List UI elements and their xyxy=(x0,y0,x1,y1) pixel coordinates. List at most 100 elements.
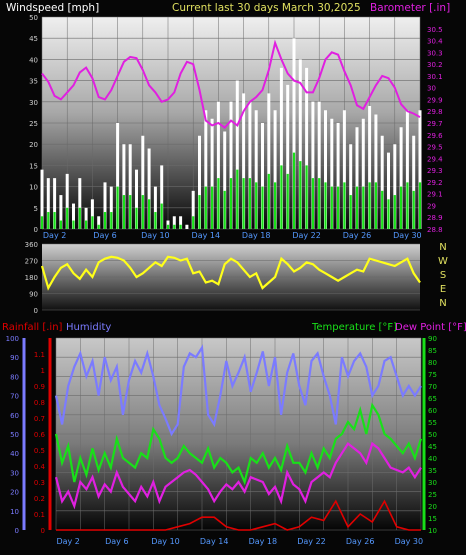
rainfall-line xyxy=(56,499,421,531)
humidity-tick-label: 50 xyxy=(10,431,19,439)
x-tick-label: Day 30 xyxy=(393,231,422,240)
windspeed-tick-label: 20 xyxy=(29,141,38,149)
x-tick-label: Day 10 xyxy=(151,537,180,546)
windspeed-tick-label: 25 xyxy=(29,120,38,128)
humidity-tick-label: 30 xyxy=(10,469,19,477)
barometer-tick-label: 28.9 xyxy=(427,214,443,222)
temperature-tick-label: 40 xyxy=(428,455,437,463)
humidity-line xyxy=(54,344,422,437)
panel-climate-x-ticks: Day 2 Day 6 Day 10 Day 14 Day 18 Day 22 Day 26… xyxy=(56,537,423,546)
windspeed-tick-label: 45 xyxy=(29,35,38,43)
panel-direction-grid xyxy=(42,243,420,311)
rainfall-tick-label: 0.9 xyxy=(34,383,45,391)
barometer-tick-label: 30 xyxy=(427,85,436,93)
windspeed-tick-label: 40 xyxy=(29,56,38,64)
windspeed-tick-label: 10 xyxy=(29,184,38,192)
direction-tick-label: 360 xyxy=(25,241,38,249)
temperature-tick-label: 70 xyxy=(428,383,437,391)
barometer-tick-label: 29 xyxy=(427,202,436,210)
panel-wind-x-ticks: Day 2 Day 6 Day 10 Day 14 Day 18 Day 22 Day 26… xyxy=(43,231,422,240)
barometer-line xyxy=(41,39,421,130)
compass-label: N xyxy=(439,298,446,309)
temperature-tick-label: 35 xyxy=(428,467,437,475)
humidity-tick-label: 10 xyxy=(10,508,19,516)
windspeed-tick-label: 35 xyxy=(29,78,38,86)
barometer-label: Barometer [.in] xyxy=(370,2,450,14)
barometer-tick-label: 29.1 xyxy=(427,191,443,199)
temperature-line xyxy=(54,402,423,486)
windspeed-axis-ticks: 0 5 10 15 20 25 30 35 40 45 50 xyxy=(29,14,38,234)
direction-tick-label: 270 xyxy=(25,258,38,266)
dewpoint-line xyxy=(54,441,422,510)
rainfall-tick-label: 0.8 xyxy=(34,399,45,407)
barometer-tick-label: 30.4 xyxy=(427,38,443,46)
rainfall-tick-label: 1 xyxy=(41,367,45,375)
temperature-tick-label: 45 xyxy=(428,443,437,451)
humidity-label: Humidity xyxy=(66,322,111,333)
temperature-tick-label: 20 xyxy=(428,503,437,511)
x-tick-label: Day 6 xyxy=(93,231,116,240)
temperature-tick-label: 75 xyxy=(428,371,437,379)
windspeed-tick-label: 0 xyxy=(34,226,38,234)
compass-label: W xyxy=(438,256,448,267)
humidity-tick-label: 20 xyxy=(10,489,19,497)
barometer-tick-label: 30.3 xyxy=(427,49,443,57)
x-tick-label: Day 14 xyxy=(192,231,221,240)
barometer-tick-label: 30.2 xyxy=(427,61,443,69)
direction-tick-label: 180 xyxy=(25,274,38,282)
humidity-tick-label: 80 xyxy=(10,373,19,381)
humidity-tick-label: 70 xyxy=(10,393,19,401)
rainfall-tick-label: 0.7 xyxy=(34,415,45,423)
direction-axis-ticks: 0 90 180 270 360 xyxy=(25,241,38,315)
panel-wind-series xyxy=(40,38,422,229)
compass-label: N xyxy=(439,242,446,253)
compass-label: S xyxy=(440,270,446,281)
temperature-tick-label: 10 xyxy=(428,527,437,535)
rainfall-tick-label: 0 xyxy=(41,527,45,535)
barometer-tick-label: 30.5 xyxy=(427,26,443,34)
humidity-tick-label: 0 xyxy=(15,527,19,535)
windspeed-tick-label: 30 xyxy=(29,99,38,107)
windspeed-tick-label: 15 xyxy=(29,162,38,170)
direction-tick-label: 90 xyxy=(29,291,38,299)
barometer-tick-label: 29.5 xyxy=(427,144,443,152)
windspeed-label: Windspeed [mph] xyxy=(6,2,99,14)
rainfall-tick-label: 0.1 xyxy=(34,511,45,519)
temperature-tick-label: 90 xyxy=(428,335,437,343)
temperature-tick-label: 60 xyxy=(428,407,437,415)
x-tick-label: Day 10 xyxy=(141,231,170,240)
chart-title: Current last 30 days March 30,2025 xyxy=(172,2,361,14)
barometer-tick-label: 29.8 xyxy=(427,108,443,116)
x-tick-label: Day 22 xyxy=(292,231,321,240)
x-tick-label: Day 26 xyxy=(346,537,375,546)
humidity-tick-label: 90 xyxy=(10,354,19,362)
barometer-tick-label: 29.6 xyxy=(427,132,443,140)
barometer-tick-label: 29.7 xyxy=(427,120,443,128)
barometer-tick-label: 28.8 xyxy=(427,226,443,234)
temperature-tick-label: 65 xyxy=(428,395,437,403)
temperature-tick-label: 85 xyxy=(428,347,437,355)
dewpoint-label: Dew Point [°F] xyxy=(395,322,466,333)
rainfall-label: Rainfall [.in] xyxy=(2,322,63,333)
x-tick-label: Day 2 xyxy=(56,537,79,546)
temperature-tick-label: 25 xyxy=(428,491,437,499)
x-tick-label: Day 6 xyxy=(105,537,128,546)
humidity-tick-label: 40 xyxy=(10,450,19,458)
barometer-axis-ticks: 28.8 28.9 29 29.1 29.2 29.3 29.4 29.5 29.6 29.7 29… xyxy=(427,26,443,234)
x-tick-label: Day 22 xyxy=(297,537,326,546)
panel-climate-axis-ticks: 0 10 20 30 40 50 60 70 80 90 100 0 0.1 0.2 0.3 0.4 0.5 0.… xyxy=(6,335,437,535)
rainfall-tick-label: 0.2 xyxy=(34,495,45,503)
barometer-tick-label: 29.9 xyxy=(427,96,443,104)
rainfall-tick-label: 0.4 xyxy=(34,463,46,471)
direction-tick-label: 0 xyxy=(34,307,38,315)
temperature-tick-label: 55 xyxy=(428,419,437,427)
rainfall-tick-label: 0.3 xyxy=(34,479,45,487)
compass-label: E xyxy=(440,284,446,295)
x-tick-label: Day 18 xyxy=(242,231,271,240)
barometer-tick-label: 29.2 xyxy=(427,179,443,187)
temperature-tick-label: 50 xyxy=(428,431,437,439)
barometer-tick-label: 29.4 xyxy=(427,155,443,163)
rainfall-tick-label: 1.1 xyxy=(34,351,45,359)
